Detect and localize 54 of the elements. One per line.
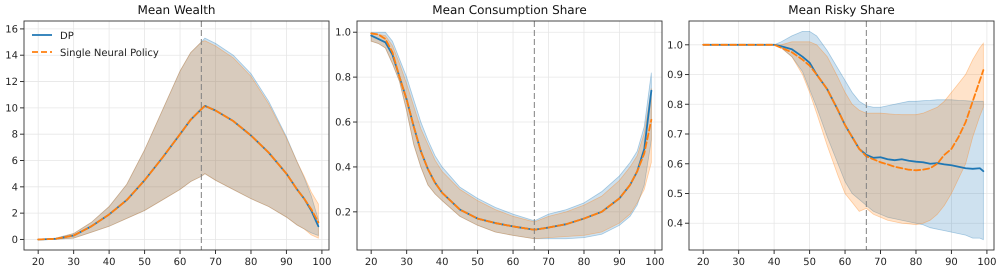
x-tick-label: 80	[910, 257, 922, 268]
y-tick-label: 0.8	[335, 72, 351, 84]
y-tick-label: 12	[5, 77, 18, 88]
x-tick-label: 60	[174, 257, 186, 268]
x-tick-label: 20	[696, 257, 710, 268]
chart-title: Mean Consumption Share	[432, 3, 587, 17]
x-tick-label: 90	[280, 257, 293, 268]
x-tick-label: 80	[244, 257, 258, 268]
x-tick-label: 100	[977, 257, 996, 268]
y-tick-label: 0.4	[335, 162, 351, 174]
legend-label: Single Neural Policy	[60, 48, 159, 59]
legend-label: DP	[60, 31, 74, 42]
y-tick-label: 0.6	[667, 159, 683, 170]
x-tick-label: 30	[67, 257, 80, 268]
y-tick-label: 8	[12, 130, 18, 141]
line-series	[37, 104, 320, 240]
x-tick-label: 50	[471, 257, 484, 268]
y-tick-label: 6	[12, 156, 18, 168]
y-tick-label: 0.2	[335, 207, 351, 218]
y-tick-label: 1.0	[667, 40, 683, 52]
y-tick-label: 4	[12, 182, 18, 194]
x-tick-label: 30	[400, 257, 414, 268]
y-tick-label: 2	[12, 208, 18, 220]
y-tick-label: 0.5	[667, 188, 683, 200]
y-tick-label: 10	[5, 103, 18, 114]
chart-title: Mean Risky Share	[788, 3, 895, 17]
x-tick-label: 40	[436, 257, 448, 268]
x-tick-label: 80	[578, 257, 590, 268]
x-tick-label: 20	[32, 257, 45, 268]
x-tick-label: 30	[732, 257, 746, 268]
x-tick-label: 50	[138, 257, 151, 268]
y-tick-label: 0	[12, 234, 18, 246]
chart-title: Mean Wealth	[137, 3, 216, 17]
y-tick-label: 16	[5, 24, 18, 36]
x-tick-label: 90	[613, 257, 626, 268]
y-tick-label: 0.4	[667, 218, 683, 230]
y-tick-label: 14	[5, 50, 18, 62]
x-tick-label: 70	[542, 257, 555, 268]
y-tick-label: 1.0	[335, 28, 351, 39]
x-tick-label: 60	[838, 257, 852, 268]
x-tick-label: 100	[312, 257, 332, 268]
x-tick-label: 70	[874, 257, 887, 268]
y-tick-label: 0.9	[667, 70, 683, 82]
y-tick-label: 0.6	[335, 118, 351, 129]
x-tick-label: 100	[645, 257, 664, 268]
x-tick-label: 40	[102, 257, 116, 268]
x-tick-label: 70	[209, 257, 222, 268]
x-tick-label: 40	[768, 257, 780, 268]
y-tick-label: 0.7	[667, 130, 683, 141]
y-tick-label: 0.8	[667, 100, 683, 111]
x-tick-label: 20	[364, 257, 378, 268]
x-tick-label: 90	[945, 257, 958, 268]
x-tick-label: 60	[506, 257, 520, 268]
x-tick-label: 50	[803, 257, 816, 268]
